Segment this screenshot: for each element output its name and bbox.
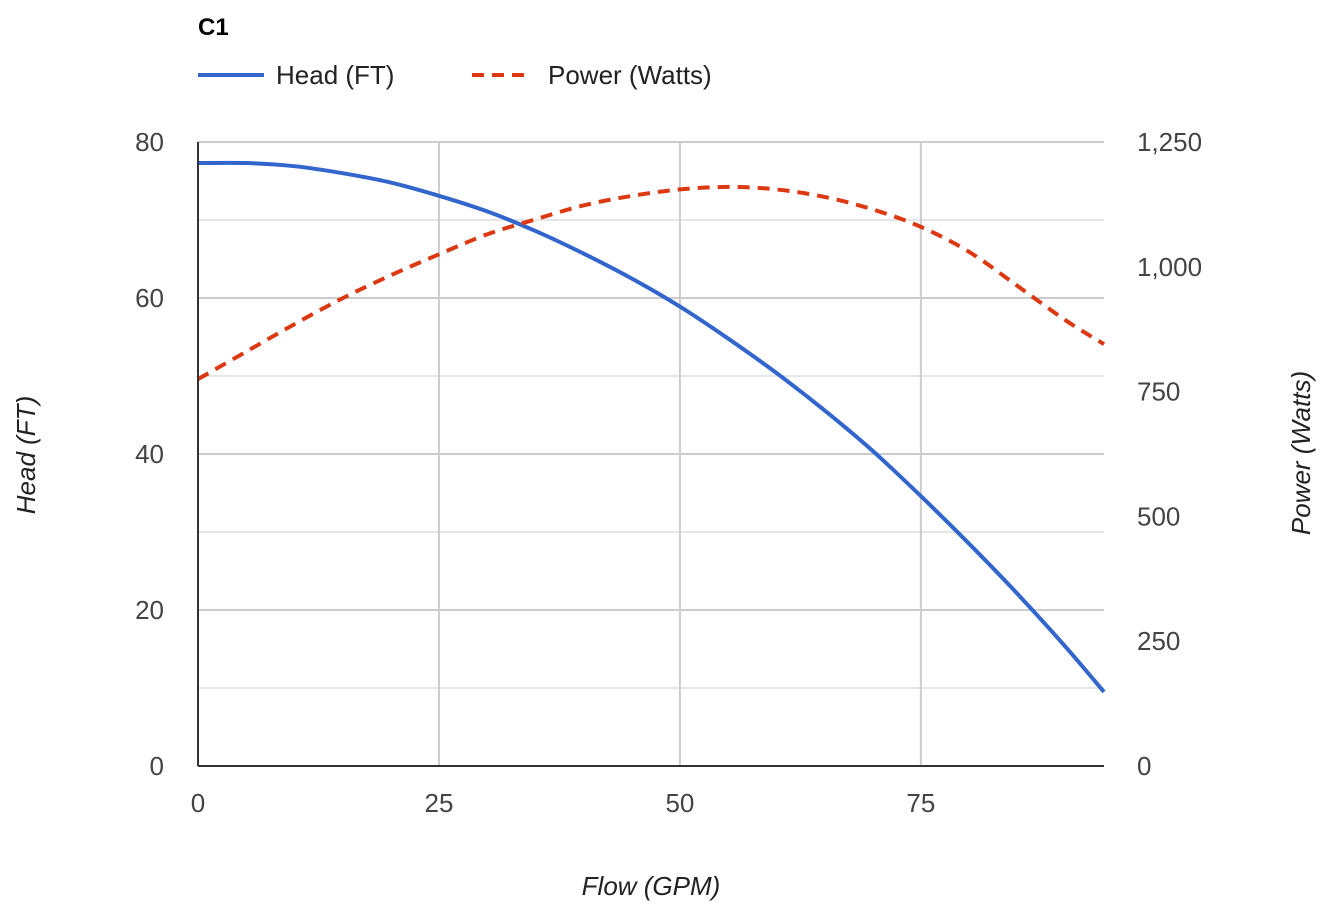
series-lines (197, 160, 1106, 694)
legend-power-label: Power (Watts) (548, 60, 712, 90)
right-tick-label: 500 (1137, 501, 1180, 531)
legend-head-label: Head (FT) (276, 60, 394, 90)
left-axis-title: Head (FT) (11, 396, 41, 514)
chart-title: C1 (198, 14, 229, 41)
x-tick-label: 0 (191, 788, 205, 818)
left-tick-label: 20 (135, 595, 164, 625)
left-tick-label: 80 (135, 127, 164, 157)
right-axis-ticks: 0 250 500 750 1,000 1,250 (1137, 127, 1202, 781)
right-axis-title: Power (Watts) (1286, 371, 1316, 535)
power-series-line (197, 184, 1106, 381)
left-tick-label: 0 (150, 751, 164, 781)
x-tick-label: 75 (906, 788, 935, 818)
x-axis-title: Flow (GPM) (582, 871, 721, 901)
right-tick-label: 250 (1137, 626, 1180, 656)
left-axis-ticks: 0 20 40 60 80 (135, 127, 164, 781)
x-tick-label: 50 (665, 788, 694, 818)
x-axis-ticks: 0 25 50 75 (191, 788, 936, 818)
left-tick-label: 40 (135, 439, 164, 469)
gridlines (198, 141, 1104, 766)
right-tick-label: 1,250 (1137, 127, 1202, 157)
right-tick-label: 1,000 (1137, 252, 1202, 282)
right-tick-label: 750 (1137, 377, 1180, 407)
x-tick-label: 25 (424, 788, 453, 818)
left-tick-label: 60 (135, 283, 164, 313)
legend: Head (FT) Power (Watts) (198, 60, 712, 90)
head-series-line (197, 160, 1106, 694)
right-tick-label: 0 (1137, 751, 1151, 781)
